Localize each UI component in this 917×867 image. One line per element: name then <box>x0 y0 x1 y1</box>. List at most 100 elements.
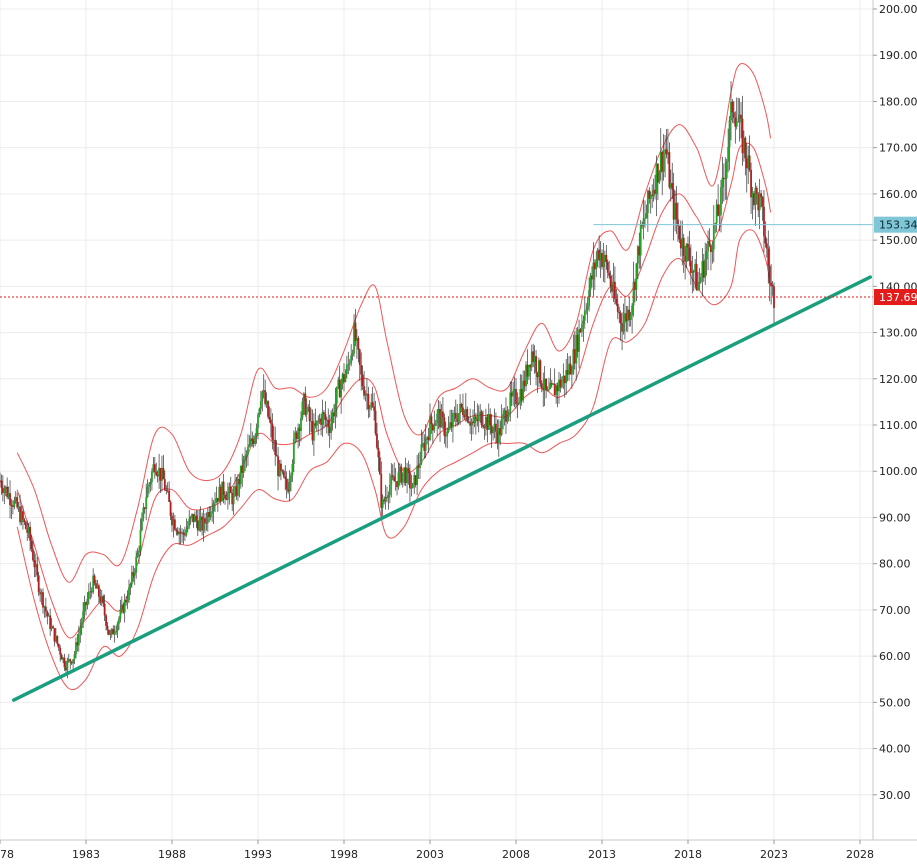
y-tick-label: 130.00 <box>879 327 917 340</box>
trendline-segment[interactable] <box>12 275 873 702</box>
candle-body <box>214 502 216 504</box>
candle-body <box>397 472 400 488</box>
candle-body <box>291 464 294 476</box>
candle-body <box>141 518 143 531</box>
candle-body <box>235 486 238 496</box>
candle-body <box>535 356 537 373</box>
candle-body <box>143 507 146 509</box>
candle-body <box>63 657 66 668</box>
candle-body <box>728 120 731 147</box>
candle-body <box>19 506 21 523</box>
candle-body <box>96 585 99 589</box>
x-axis-ticks: 78 1983 1988 1993 1998 2003 2008 2013 2018 2023 20… <box>0 840 874 861</box>
candle-body <box>317 420 320 422</box>
candle-body <box>572 349 575 374</box>
candle-body <box>615 298 618 304</box>
candle-body <box>308 406 311 422</box>
candle-body <box>701 261 704 278</box>
candle-body <box>264 390 267 405</box>
candle-body <box>722 177 725 180</box>
candle-body <box>189 517 192 519</box>
candle-body <box>711 249 714 253</box>
support-trendline[interactable] <box>12 275 873 702</box>
candle-body <box>56 635 59 644</box>
candle-body <box>456 418 459 423</box>
candle-body <box>305 408 308 415</box>
candle-body <box>222 481 225 495</box>
candle-body <box>377 447 380 458</box>
candle-body <box>714 223 717 225</box>
bollinger-upper-band <box>16 63 772 583</box>
candle-body <box>462 407 464 416</box>
candle-body <box>110 628 113 635</box>
candle-body <box>555 385 558 396</box>
x-tick-label: 2008 <box>502 848 530 861</box>
candle-body <box>589 275 592 290</box>
candle-body <box>113 632 116 635</box>
chart-grid <box>0 0 873 840</box>
candle-body <box>6 486 9 497</box>
candle-body <box>642 218 645 227</box>
candle-body <box>487 414 490 430</box>
candle-body <box>748 155 751 170</box>
candle-body <box>734 117 737 127</box>
candle-body <box>44 606 47 612</box>
candle-body <box>707 241 709 252</box>
candle-body <box>618 311 621 314</box>
candle-body <box>376 433 378 448</box>
candle-body <box>92 575 95 593</box>
candle-body <box>698 281 701 285</box>
candle-body <box>57 643 60 648</box>
candle-body <box>679 239 682 249</box>
candle-body <box>692 271 695 273</box>
candle-body <box>493 423 496 429</box>
candle-body <box>43 606 46 608</box>
candle-body <box>307 406 310 409</box>
candle-body <box>383 499 386 502</box>
candle-body <box>621 323 623 332</box>
candle-body <box>232 493 235 505</box>
candle-body <box>757 193 760 211</box>
candle-body <box>526 364 529 377</box>
candle-body <box>199 516 202 520</box>
price-tags: 153.34 137.69 <box>874 216 917 306</box>
candle-body <box>168 490 171 502</box>
candle-body <box>34 564 37 568</box>
candle-body <box>138 550 140 553</box>
candle-body <box>267 401 269 417</box>
candle-body <box>596 249 599 260</box>
x-tick-label: 1988 <box>158 848 186 861</box>
candle-body <box>202 518 205 531</box>
candle-body <box>347 363 350 365</box>
candle-body <box>181 532 183 534</box>
candle-body <box>628 309 631 320</box>
candle-body <box>171 515 173 526</box>
candle-body <box>413 475 416 484</box>
candle-body <box>281 470 284 472</box>
candle-body <box>469 422 472 426</box>
candle-body <box>46 611 49 617</box>
candle-body <box>22 511 24 520</box>
candle-body <box>760 193 762 198</box>
candle-body <box>272 439 275 441</box>
candle-body <box>401 472 404 483</box>
candle-body <box>86 598 89 606</box>
candle-body <box>344 374 347 382</box>
candle-body <box>495 423 497 432</box>
candle-body <box>206 512 209 524</box>
candle-body <box>120 604 123 610</box>
candle-body <box>280 463 282 471</box>
candle-body <box>724 178 727 180</box>
candle-body <box>474 416 477 419</box>
candle-body <box>17 506 20 508</box>
candle-body <box>536 372 539 378</box>
candle-body <box>566 370 569 375</box>
candle-body <box>464 409 467 418</box>
candle-body <box>311 421 314 441</box>
candle-body <box>325 419 328 421</box>
candle-body <box>648 190 651 199</box>
candle-body <box>37 575 40 593</box>
candle-body <box>351 353 354 356</box>
